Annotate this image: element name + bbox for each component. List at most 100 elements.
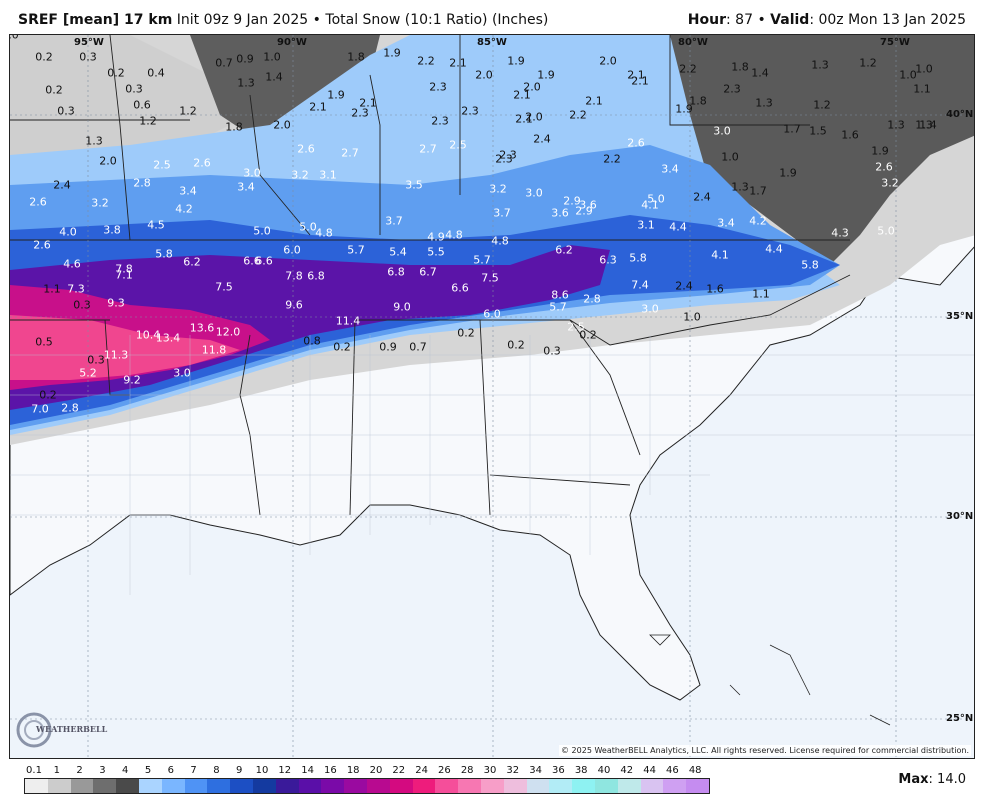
snowfall-value: 6.3 bbox=[599, 253, 617, 267]
snowfall-value: 0.2 bbox=[39, 388, 57, 402]
snowfall-value: 1.9 bbox=[507, 54, 525, 68]
weatherbell-logo: WEATHERBELL bbox=[14, 708, 107, 750]
color-legend bbox=[24, 778, 710, 794]
snowfall-value: 2.0 bbox=[273, 118, 291, 132]
snow-band-dark-ne bbox=[670, 35, 974, 265]
snowfall-value: 6.6 bbox=[243, 254, 261, 268]
snowfall-value: 9.2 bbox=[123, 373, 141, 387]
legend-swatch bbox=[640, 779, 664, 793]
snowfall-value: 2.4 bbox=[53, 178, 71, 192]
snowfall-value: 2.2 bbox=[603, 152, 621, 166]
snowfall-value: 1.3 bbox=[887, 118, 905, 132]
snowfall-value: 2.1 bbox=[631, 74, 649, 88]
legend-tick: 9 bbox=[236, 765, 243, 776]
legend-tick: 46 bbox=[666, 765, 679, 776]
snowfall-value: 7.1 bbox=[115, 268, 133, 282]
snowfall-value: 2.0 bbox=[525, 110, 543, 124]
snowfall-value: 0.2 bbox=[579, 328, 597, 342]
snowfall-value: 5.8 bbox=[801, 258, 819, 272]
snowfall-value: 3.8 bbox=[103, 223, 121, 237]
snowfall-value: 4.4 bbox=[669, 220, 687, 234]
legend-tick: 28 bbox=[460, 765, 474, 776]
snowfall-value: 3.5 bbox=[405, 178, 423, 192]
legend-swatch bbox=[663, 779, 687, 793]
snowfall-value: 1.9 bbox=[675, 102, 693, 116]
snowfall-value: 2.4 bbox=[693, 190, 711, 204]
legend-swatch bbox=[526, 779, 550, 793]
legend-swatch bbox=[480, 779, 504, 793]
legend-tick: 42 bbox=[620, 765, 634, 776]
snowfall-value: 1.0 bbox=[899, 68, 917, 82]
snowfall-value: 4.1 bbox=[711, 248, 729, 262]
snowfall-value: 4.4 bbox=[765, 242, 783, 256]
snowfall-value: 2.6 bbox=[875, 160, 893, 174]
legend-swatch bbox=[275, 779, 299, 793]
snowfall-value: 0.8 bbox=[303, 334, 321, 348]
snowfall-value: 7.4 bbox=[631, 278, 649, 292]
snowfall-value: 3.6 bbox=[551, 206, 569, 220]
snowfall-value: 0.4 bbox=[147, 66, 165, 80]
snowfall-value: 5.7 bbox=[549, 300, 567, 314]
lon-label-75w: 75°W bbox=[880, 37, 910, 48]
snowfall-value: 0.3 bbox=[73, 298, 91, 312]
snowfall-value: 2.6 bbox=[193, 156, 211, 170]
snowfall-value: 2.9 bbox=[575, 204, 593, 218]
snowfall-value: 2.0 bbox=[599, 54, 617, 68]
valid-label: Valid bbox=[770, 12, 810, 28]
snowfall-value: 2.6 bbox=[627, 136, 645, 150]
lat-label-30n: 30°N bbox=[946, 511, 974, 522]
legend-swatch bbox=[116, 779, 139, 793]
snowfall-value: 2.3 bbox=[431, 114, 449, 128]
legend-swatch bbox=[549, 779, 573, 793]
snow-band-dark-gray bbox=[10, 35, 250, 165]
snowfall-value: 6.7 bbox=[419, 265, 437, 279]
max-value-label: Max: 14.0 bbox=[898, 772, 966, 787]
legend-swatch bbox=[435, 779, 459, 793]
snowfall-value: 7.3 bbox=[67, 282, 85, 296]
snowfall-value: 4.2 bbox=[749, 214, 767, 228]
legend-swatch bbox=[458, 779, 481, 793]
snowfall-value: 1.1 bbox=[43, 282, 61, 296]
snowfall-value: 7.8 bbox=[285, 269, 303, 283]
snowfall-value: 1.8 bbox=[689, 94, 707, 108]
legend-tick: 3 bbox=[99, 765, 106, 776]
snowfall-value: 7.8 bbox=[115, 262, 133, 276]
legend-tick: 20 bbox=[369, 765, 383, 776]
snowfall-value: 4.0 bbox=[59, 225, 77, 239]
snowfall-value: 0.3 bbox=[87, 353, 105, 367]
map-title: SREF [mean] 17 km Init 09z 9 Jan 2025 • … bbox=[18, 12, 548, 28]
hour-value: : 87 bbox=[726, 12, 753, 28]
lon-label-90w: 90°W bbox=[277, 37, 307, 48]
legend-swatch bbox=[93, 779, 117, 793]
legend-tick: 40 bbox=[597, 765, 611, 776]
snowfall-value: 3.2 bbox=[489, 182, 507, 196]
lon-label-85w: 85°W bbox=[477, 37, 507, 48]
snowfall-value: 0.2 bbox=[507, 338, 525, 352]
legend-tick: 30 bbox=[483, 765, 497, 776]
snowfall-value: 8.6 bbox=[551, 288, 569, 302]
snowfall-value: 1.2 bbox=[139, 114, 157, 128]
snowfall-value: 2.4 bbox=[675, 279, 693, 293]
snowfall-value: 0.9 bbox=[379, 340, 397, 354]
snowfall-value: 2.1 bbox=[513, 88, 531, 102]
snowfall-value: 5.0 bbox=[299, 220, 317, 234]
snowfall-value: 4.1 bbox=[641, 198, 659, 212]
legend-tick: 16 bbox=[324, 765, 337, 776]
snowfall-value: 2.3 bbox=[461, 104, 479, 118]
legend-swatch bbox=[138, 779, 162, 793]
snowfall-value: 2.6 bbox=[29, 195, 47, 209]
legend-swatch bbox=[366, 779, 390, 793]
legend-tick: 34 bbox=[529, 765, 542, 776]
legend-tick: 22 bbox=[392, 765, 406, 776]
snowfall-value: 1.0 bbox=[9, 34, 19, 42]
copyright-notice: © 2025 WeatherBELL Analytics, LLC. All r… bbox=[559, 745, 971, 756]
snowfall-value: 2.5 bbox=[567, 320, 585, 334]
valid-value: : 00z Mon 13 Jan 2025 bbox=[809, 12, 966, 28]
snowfall-value: 1.8 bbox=[225, 120, 243, 134]
snowfall-value: 4.6 bbox=[63, 257, 81, 271]
legend-tick: 36 bbox=[552, 765, 565, 776]
product-name: Total Snow (10:1 Ratio) (Inches) bbox=[325, 12, 549, 28]
snowfall-value: 5.0 bbox=[877, 224, 895, 238]
legend-tick: 44 bbox=[643, 765, 656, 776]
legend-swatch bbox=[572, 779, 595, 793]
